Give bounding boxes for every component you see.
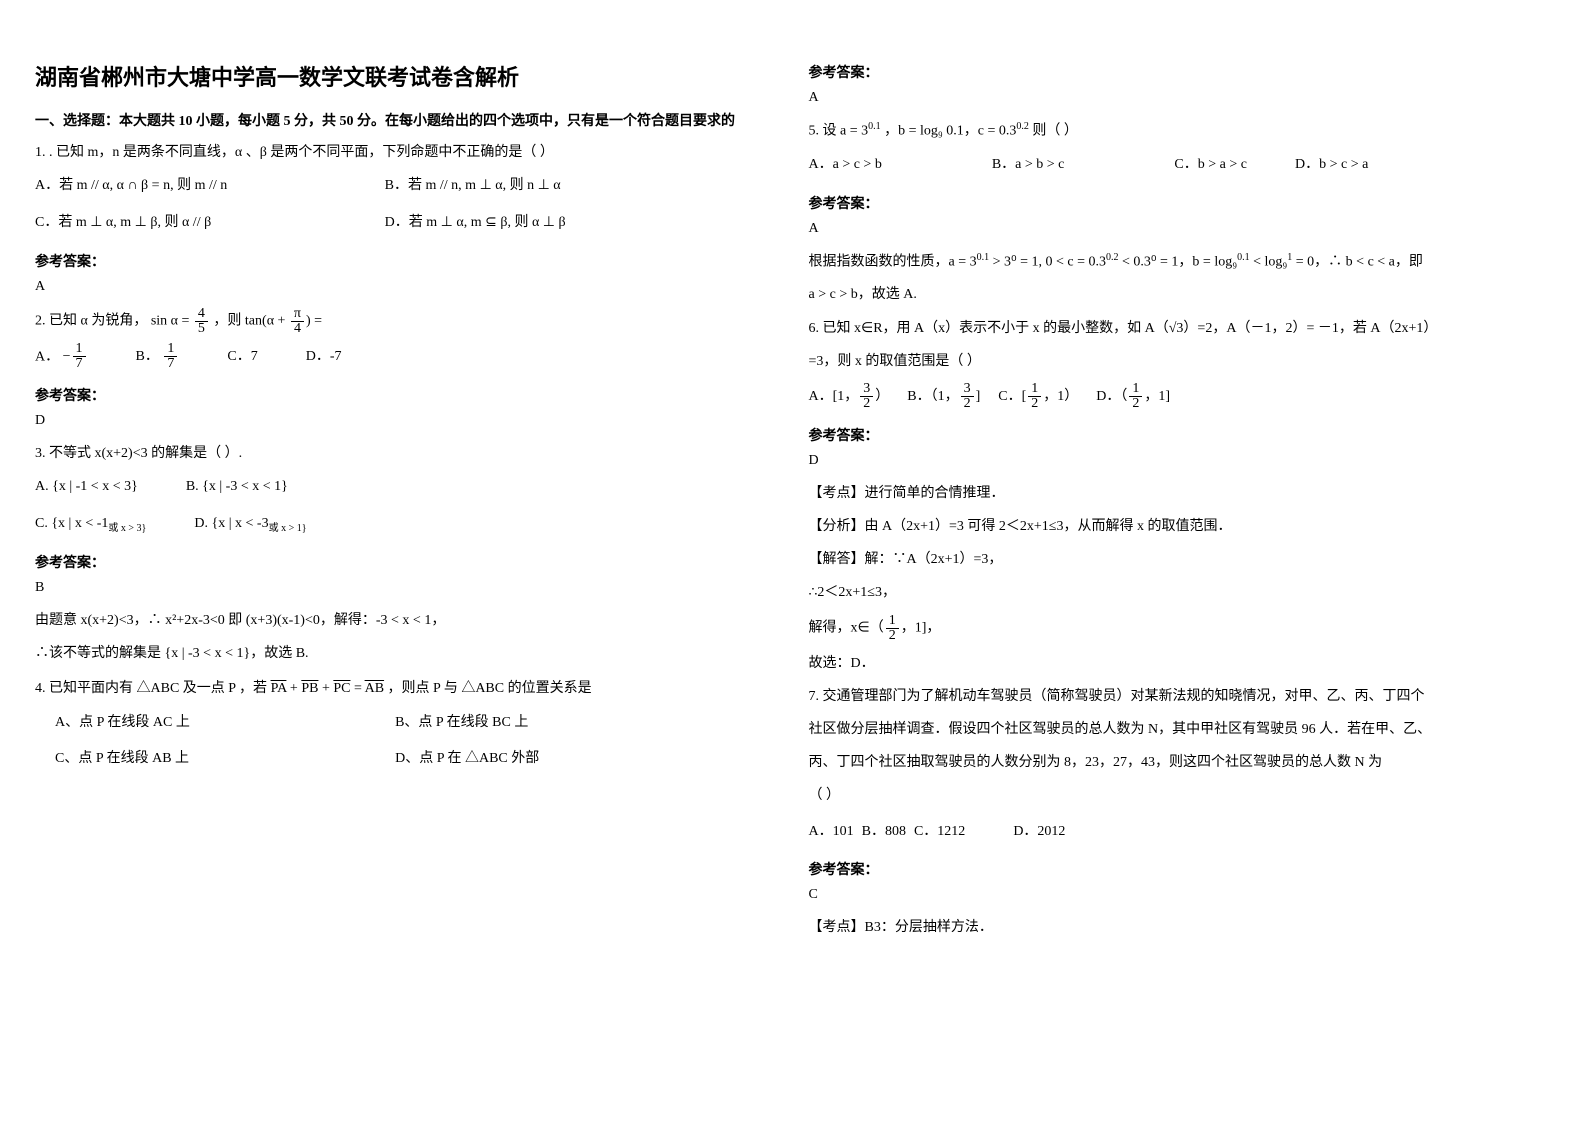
q1-ans: A bbox=[35, 279, 764, 295]
q4-stem: 4. 已知平面内有 △ABC 及一点 P ，若 PA + PB + PC = A… bbox=[35, 676, 764, 701]
q5-options: A．a > c > b B．a > b > c C．b > a > c D．b … bbox=[809, 150, 1548, 181]
q2-optD: D．-7 bbox=[306, 342, 342, 373]
q7-stem3: 丙、丁四个社区抽取驾驶员的人数分别为 8，23，27，43，则这四个社区驾驶员的… bbox=[809, 750, 1548, 775]
q4-optB: B、点 P 在线段 BC 上 bbox=[395, 708, 735, 739]
q6-tag6: 故选：D． bbox=[809, 651, 1548, 676]
q2-mid: ，则 bbox=[213, 314, 241, 329]
q4-mid: ，则点 P 与 △ABC 的位置关系是 bbox=[388, 681, 592, 696]
q5-stem: 5. 设 a = 30.1 ，b = log₉ 0.1，c = 0.30.2 则… bbox=[809, 118, 1548, 144]
q4-optC: C、点 P 在线段 AB 上 bbox=[55, 744, 395, 775]
q2-sin-expr: sin α = 45 bbox=[151, 307, 210, 336]
q5-exp2: a > c > b，故选 A. bbox=[809, 282, 1548, 307]
q1-optD: D．若 m ⊥ α, m ⊆ β, 则 α ⊥ β bbox=[385, 208, 735, 239]
q3-optB: B. {x | -3 < x < 1} bbox=[186, 472, 288, 503]
q5-optB: B．a > b > c bbox=[992, 150, 1065, 181]
q2-post: = bbox=[314, 314, 322, 329]
q3-options: A. {x | -1 < x < 3} B. {x | -3 < x < 1} bbox=[35, 472, 764, 503]
q2-pre: 2. 已知 α 为锐角， bbox=[35, 314, 147, 329]
q3-stem: 3. 不等式 x(x+2)<3 的解集是（ ）. bbox=[35, 441, 764, 466]
q4-ans: A bbox=[809, 90, 1548, 106]
q6-ans: D bbox=[809, 453, 1548, 469]
q6-optD: D．（12，1] bbox=[1096, 382, 1170, 413]
q4-pre: 4. 已知平面内有 △ABC 及一点 P ，若 bbox=[35, 681, 271, 696]
q6-stem2: =3，则 x 的取值范围是（ ） bbox=[809, 349, 1548, 374]
q4-options2: C、点 P 在线段 AB 上 D、点 P 在 △ABC 外部 bbox=[35, 744, 764, 775]
q3-exp2: ∴该不等式的解集是 {x | -3 < x < 1}，故选 B. bbox=[35, 641, 764, 666]
q6-options: A．[1，32） B．（1，32] C．[12，1） D．（12，1] bbox=[809, 382, 1548, 413]
q2-ans: D bbox=[35, 413, 764, 429]
q6-stem1: 6. 已知 x∈R，用 A（x）表示不小于 x 的最小整数，如 A（√3）=2，… bbox=[809, 316, 1548, 341]
q1-stem: 1. . 已知 m，n 是两条不同直线，α 、β 是两个不同平面，下列命题中不正… bbox=[35, 140, 764, 165]
q2-optB: B． 17 bbox=[136, 342, 180, 373]
q1-optC: C．若 m ⊥ α, m ⊥ β, 则 α // β bbox=[35, 208, 385, 239]
q3-options2: C. {x | x < -1或 x > 3} D. {x | x < -3或 x… bbox=[35, 509, 764, 540]
title: 湖南省郴州市大塘中学高一数学文联考试卷含解析 bbox=[35, 60, 764, 92]
q2-optA: A． −17 bbox=[35, 342, 88, 373]
q6-tag3: 【解答】解：∵A（2x+1）=3， bbox=[809, 547, 1548, 572]
q7-ans: C bbox=[809, 887, 1548, 903]
section1-title: 一、选择题：本大题共 10 小题，每小题 5 分，共 50 分。在每小题给出的四… bbox=[35, 110, 764, 130]
q5-exp1: 根据指数函数的性质，a = 30.1 > 3⁰ = 1, 0 < c = 0.3… bbox=[809, 249, 1548, 275]
q7-tag1: 【考点】B3：分层抽样方法． bbox=[809, 915, 1548, 940]
q6-anslabel: 参考答案： bbox=[809, 425, 1548, 445]
q6-optA: A．[1，32） bbox=[809, 382, 890, 413]
q3-optA: A. {x | -1 < x < 3} bbox=[35, 472, 138, 503]
q7-anslabel: 参考答案： bbox=[809, 859, 1548, 879]
q7-optD: D．2012 bbox=[1013, 817, 1065, 848]
q5-optD: D．b > c > a bbox=[1295, 150, 1368, 181]
q4-vec: PA bbox=[271, 681, 287, 696]
left-column: 湖南省郴州市大塘中学高一数学文联考试卷含解析 一、选择题：本大题共 10 小题，… bbox=[0, 0, 794, 1122]
q6-tag1: 【考点】进行简单的合情推理． bbox=[809, 481, 1548, 506]
q4-optA: A、点 P 在线段 AC 上 bbox=[55, 708, 395, 739]
q1-anslabel: 参考答案： bbox=[35, 251, 764, 271]
q3-optD: D. {x | x < -3或 x > 1} bbox=[194, 509, 306, 540]
q2-tan-expr: tan(α + π4) bbox=[245, 307, 311, 336]
q5-optA: A．a > c > b bbox=[809, 150, 882, 181]
q6-tag4: ∴2＜2x+1≤3， bbox=[809, 580, 1548, 605]
q4-anslabel: 参考答案： bbox=[809, 62, 1548, 82]
q1-optB: B．若 m // n, m ⊥ α, 则 n ⊥ α bbox=[385, 171, 735, 202]
q5-optC: C．b > a > c bbox=[1174, 150, 1247, 181]
q4-options: A、点 P 在线段 AC 上 B、点 P 在线段 BC 上 bbox=[35, 708, 764, 739]
q1-options2: C．若 m ⊥ α, m ⊥ β, 则 α // β D．若 m ⊥ α, m … bbox=[35, 208, 764, 239]
q3-exp1: 由题意 x(x+2)<3，∴ x²+2x-3<0 即 (x+3)(x-1)<0，… bbox=[35, 608, 764, 633]
q5-ans: A bbox=[809, 221, 1548, 237]
q2-stem: 2. 已知 α 为锐角， sin α = 45 ，则 tan(α + π4) = bbox=[35, 307, 764, 336]
q6-tag5: 解得，x∈（12，1]， bbox=[809, 614, 1548, 643]
q6-optB: B．（1，32] bbox=[907, 382, 980, 413]
q1-options: A．若 m // α, α ∩ β = n, 则 m // n B．若 m //… bbox=[35, 171, 764, 202]
q7-optA: A．101 bbox=[809, 817, 854, 848]
q2-optC: C．7 bbox=[227, 342, 257, 373]
q7-stem1: 7. 交通管理部门为了解机动车驾驶员（简称驾驶员）对某新法规的知晓情况，对甲、乙… bbox=[809, 684, 1548, 709]
q7-optB: B．808 bbox=[862, 817, 906, 848]
right-column: 参考答案： A 5. 设 a = 30.1 ，b = log₉ 0.1，c = … bbox=[794, 0, 1587, 1122]
q2-anslabel: 参考答案： bbox=[35, 385, 764, 405]
q7-options: A．101 B．808 C．1212 D．2012 bbox=[809, 817, 1548, 848]
q7-stem4: （ ） bbox=[809, 783, 1548, 808]
q3-anslabel: 参考答案： bbox=[35, 552, 764, 572]
q3-optC: C. {x | x < -1或 x > 3} bbox=[35, 509, 146, 540]
q6-tag2: 【分析】由 A（2x+1）=3 可得 2＜2x+1≤3，从而解得 x 的取值范围… bbox=[809, 514, 1548, 539]
q6-optC: C．[12，1） bbox=[998, 382, 1078, 413]
q7-stem2: 社区做分层抽样调查．假设四个社区驾驶员的总人数为 N，其中甲社区有驾驶员 96 … bbox=[809, 717, 1548, 742]
q1-optA: A．若 m // α, α ∩ β = n, 则 m // n bbox=[35, 171, 385, 202]
q2-options: A． −17 B． 17 C．7 D．-7 bbox=[35, 342, 764, 373]
q4-optD: D、点 P 在 △ABC 外部 bbox=[395, 744, 735, 775]
q3-ans: B bbox=[35, 580, 764, 596]
q7-optC: C．1212 bbox=[914, 817, 965, 848]
q5-anslabel: 参考答案： bbox=[809, 193, 1548, 213]
